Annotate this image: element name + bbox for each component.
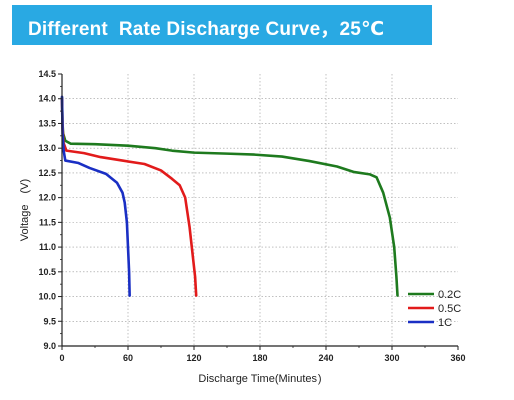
legend-label: 0.2C [438, 289, 461, 301]
series-line-02c [60, 96, 399, 297]
series-line-1c [60, 95, 131, 297]
legend: 0.2C 0.5C 1C [408, 289, 461, 329]
title-banner: Different Rate Discharge Curve，25℃ [12, 5, 432, 45]
x-tick-label: 0 [59, 353, 64, 363]
x-tick-label: 360 [450, 353, 465, 363]
y-tick-label: 9.5 [43, 316, 56, 326]
legend-label: 0.5C [438, 303, 461, 315]
x-axis-title: Discharge Time(Minutes ) [198, 373, 321, 385]
series-line-05c [60, 97, 198, 297]
axes: 9.0 9.5 10.0 10.5 11.0 11.5 12.0 12.5 13.0 13.5 14… [38, 69, 465, 363]
y-tick-label: 13.5 [38, 118, 56, 128]
y-tick-label: 14.5 [38, 69, 56, 79]
chart-title: Different Rate Discharge Curve，25℃ [28, 19, 385, 40]
y-tick-label: 12.5 [38, 168, 56, 178]
y-tick-label: 11.0 [39, 242, 56, 252]
series-lines [60, 95, 399, 297]
y-tick-label: 11.5 [39, 217, 56, 227]
x-tick-label: 180 [252, 353, 267, 363]
y-tick-label: 9.0 [43, 341, 56, 351]
y-tick-label: 14.0 [38, 94, 56, 104]
y-tick-label: 12.0 [38, 193, 56, 203]
y-axis-title: Voltage (V) [19, 179, 31, 241]
grid-lines [62, 74, 458, 346]
x-tick-label: 60 [123, 353, 133, 363]
x-tick-label: 120 [186, 353, 201, 363]
legend-label: 1C [438, 317, 452, 329]
y-tick-label: 10.5 [38, 267, 56, 277]
plot-area [62, 74, 458, 346]
x-tick-label: 240 [318, 353, 333, 363]
y-tick-label: 10.0 [38, 292, 56, 302]
x-tick-label: 300 [384, 353, 399, 363]
y-tick-label: 13.0 [38, 143, 56, 153]
